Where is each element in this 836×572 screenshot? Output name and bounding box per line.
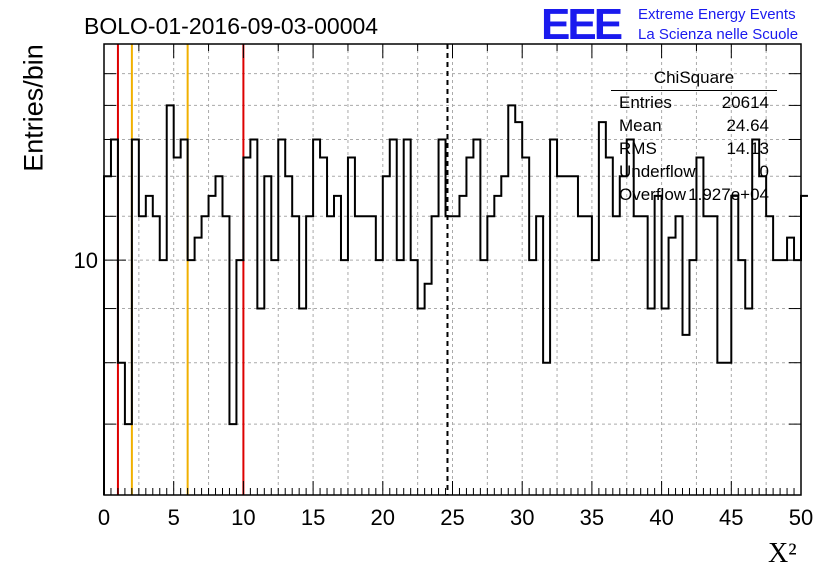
- stats-row-overflow: Overflow 1.927e+04: [619, 183, 769, 206]
- x-tick-label: 35: [580, 505, 604, 530]
- y-axis-label: Entries/bin: [18, 44, 49, 172]
- x-tick-label: 10: [231, 505, 255, 530]
- y-tick-label: 10: [74, 248, 98, 273]
- histogram-series: [103, 104, 808, 495]
- stats-divider: [611, 90, 777, 91]
- stats-label: Entries: [619, 93, 672, 112]
- stats-row-underflow: Underflow 0: [619, 160, 769, 183]
- x-tick-label: 25: [440, 505, 464, 530]
- x-tick-label: 15: [301, 505, 325, 530]
- tick-labels: 0 5 10 15 20 25 30 35 40 45 50 10: [74, 248, 814, 530]
- stats-box: ChiSquare Entries 20614 Mean 24.64 RMS 1…: [611, 66, 777, 204]
- stats-label: Underflow: [619, 162, 696, 181]
- stats-row-rms: RMS 14.13: [619, 137, 769, 160]
- stats-title: ChiSquare: [653, 68, 735, 87]
- x-tick-label: 5: [168, 505, 180, 530]
- x-tick-label: 45: [719, 505, 743, 530]
- x-tick-label: 40: [649, 505, 673, 530]
- stats-value: 20614: [721, 93, 769, 112]
- stats-value: 1.927e+04: [688, 185, 769, 204]
- stats-value: 0: [759, 162, 769, 181]
- eee-logo-line2: La Scienza nelle Scuole: [638, 26, 799, 43]
- x-tick-label: 30: [510, 505, 534, 530]
- x-tick-label: 0: [98, 505, 110, 530]
- eee-logo-line1: Extreme Energy Events: [638, 6, 796, 23]
- axis-ticks: [103, 43, 802, 496]
- stats-row-entries: Entries 20614: [619, 91, 769, 114]
- eee-logo-mark: EEE: [541, 0, 623, 49]
- stats-value: 14.13: [726, 139, 769, 158]
- x-tick-label: 20: [371, 505, 395, 530]
- eee-logo-text: Extreme Energy Events La Scienza nelle S…: [638, 5, 798, 45]
- stats-label: Mean: [619, 116, 662, 135]
- chart-title: BOLO-01-2016-09-03-00004: [84, 13, 379, 39]
- stats-label: Overflow: [619, 185, 687, 204]
- x-tick-label: 50: [789, 505, 813, 530]
- stats-value: 24.64: [726, 116, 769, 135]
- stats-label: RMS: [619, 139, 657, 158]
- stats-row-mean: Mean 24.64: [619, 114, 769, 137]
- x-axis-label: X²: [768, 538, 797, 569]
